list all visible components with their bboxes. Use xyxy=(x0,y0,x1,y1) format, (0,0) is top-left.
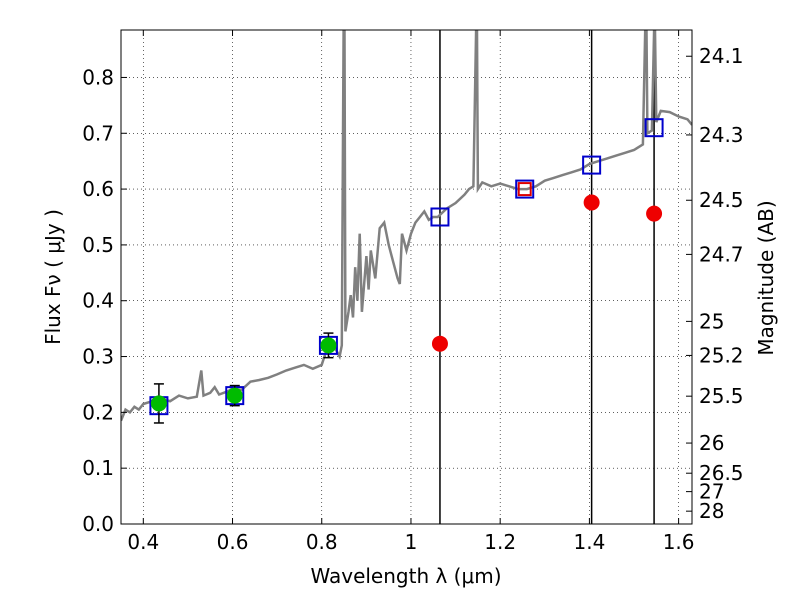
data-point xyxy=(150,395,167,412)
y-tick-label: 0.1 xyxy=(82,456,114,480)
right-tick-label: 26 xyxy=(699,431,724,455)
grid xyxy=(121,30,692,525)
y-tick-label: 0.7 xyxy=(82,121,114,145)
right-tick-label: 25.2 xyxy=(699,343,744,367)
x-tick-label: 1 xyxy=(405,530,418,554)
vertical-lines xyxy=(439,30,655,524)
y-tick-label: 0.0 xyxy=(82,512,114,536)
x-tick-label: 0.8 xyxy=(306,530,338,554)
right-tick-label: 27 xyxy=(699,480,724,504)
right-tick-label: 24.7 xyxy=(699,242,744,266)
y-tick-label: 0.6 xyxy=(82,177,114,201)
x-tick-label: 1.2 xyxy=(484,530,516,554)
right-tick-label: 25.5 xyxy=(699,384,744,408)
data-point xyxy=(431,335,448,352)
data-point xyxy=(320,337,337,354)
data-point xyxy=(583,194,600,211)
data-point xyxy=(226,387,243,404)
x-tick-label: 1.4 xyxy=(573,530,605,554)
plot-frame xyxy=(120,29,693,525)
x-tick-label: 1.6 xyxy=(663,530,695,554)
model-square xyxy=(644,118,664,138)
spectrum-line xyxy=(121,30,692,422)
y-tick-label: 0.5 xyxy=(82,233,114,257)
axis-ticks: 0.4 0.6 0.8 1 1.2 1.4 1.6 0.0 0.1 0.2 0.3 0.4 0.5 0.6… xyxy=(82,30,744,554)
model-square xyxy=(430,207,450,227)
right-tick-label: 25 xyxy=(699,309,724,333)
model-spectrum xyxy=(121,30,692,422)
y-tick-label: 0.4 xyxy=(82,289,114,313)
y-tick-label: 0.8 xyxy=(82,65,114,89)
right-axis-label: Magnitude (AB) xyxy=(754,200,778,355)
y-tick-label: 0.2 xyxy=(82,400,114,424)
y-axis-label: Flux Fν ( μJy ) xyxy=(41,209,65,345)
right-tick-label: 24.1 xyxy=(699,44,744,68)
highlight-square xyxy=(517,182,532,197)
right-tick-label: 24.3 xyxy=(699,123,744,147)
x-tick-label: 0.6 xyxy=(217,530,249,554)
right-tick-label: 26.5 xyxy=(699,461,744,485)
x-axis-label: Wavelength λ (μm) xyxy=(310,564,501,588)
right-tick-label: 28 xyxy=(699,499,724,523)
right-tick-label: 24.5 xyxy=(699,188,744,212)
model-square xyxy=(515,179,535,199)
x-tick-label: 0.4 xyxy=(127,530,159,554)
data-point xyxy=(646,205,663,222)
y-tick-label: 0.3 xyxy=(82,345,114,369)
photometry-markers xyxy=(149,118,664,424)
model-square xyxy=(582,155,602,175)
